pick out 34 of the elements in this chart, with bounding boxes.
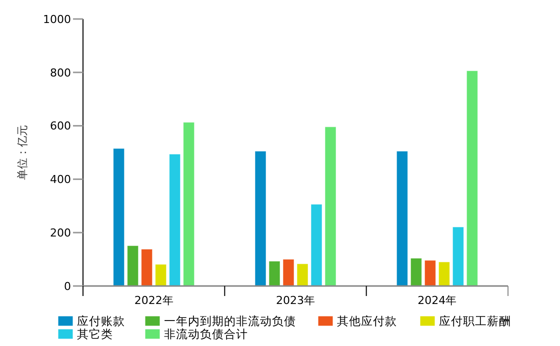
bar — [127, 245, 139, 286]
bar — [324, 126, 336, 286]
legend-label: 其它类 — [77, 327, 113, 342]
legend-label: 一年内到期的非流动负债 — [164, 314, 296, 328]
bar — [254, 150, 266, 286]
bar — [155, 264, 167, 286]
bar — [466, 70, 478, 286]
bar — [424, 260, 436, 286]
legend-label: 应付职工薪酬 — [439, 314, 511, 328]
bar — [268, 260, 280, 286]
legend-label: 其他应付款 — [337, 314, 397, 328]
y-tick-label: 800 — [50, 66, 71, 80]
bar — [410, 258, 422, 286]
y-axis-title: 单位：亿元 — [16, 125, 29, 180]
bar — [183, 122, 195, 286]
bar — [282, 259, 294, 286]
bar — [452, 226, 464, 286]
bar — [113, 148, 125, 286]
y-tick-label: 400 — [50, 173, 71, 186]
bar — [396, 150, 408, 286]
bar — [310, 204, 322, 286]
bar — [141, 248, 153, 286]
x-tick-label: 2023年 — [276, 294, 315, 307]
y-tick-label: 200 — [50, 226, 71, 240]
y-tick-label: 0 — [64, 280, 71, 293]
y-tick-label: 600 — [50, 120, 71, 133]
x-tick-label: 2024年 — [418, 294, 457, 307]
bar — [169, 154, 181, 286]
legend-label: 非流动负债合计 — [164, 327, 248, 342]
x-tick-label: 2022年 — [134, 294, 174, 307]
bar — [296, 264, 308, 286]
y-tick-label: 1000 — [43, 12, 71, 26]
bar — [438, 262, 450, 286]
legend-label: 应付账款 — [77, 314, 125, 328]
